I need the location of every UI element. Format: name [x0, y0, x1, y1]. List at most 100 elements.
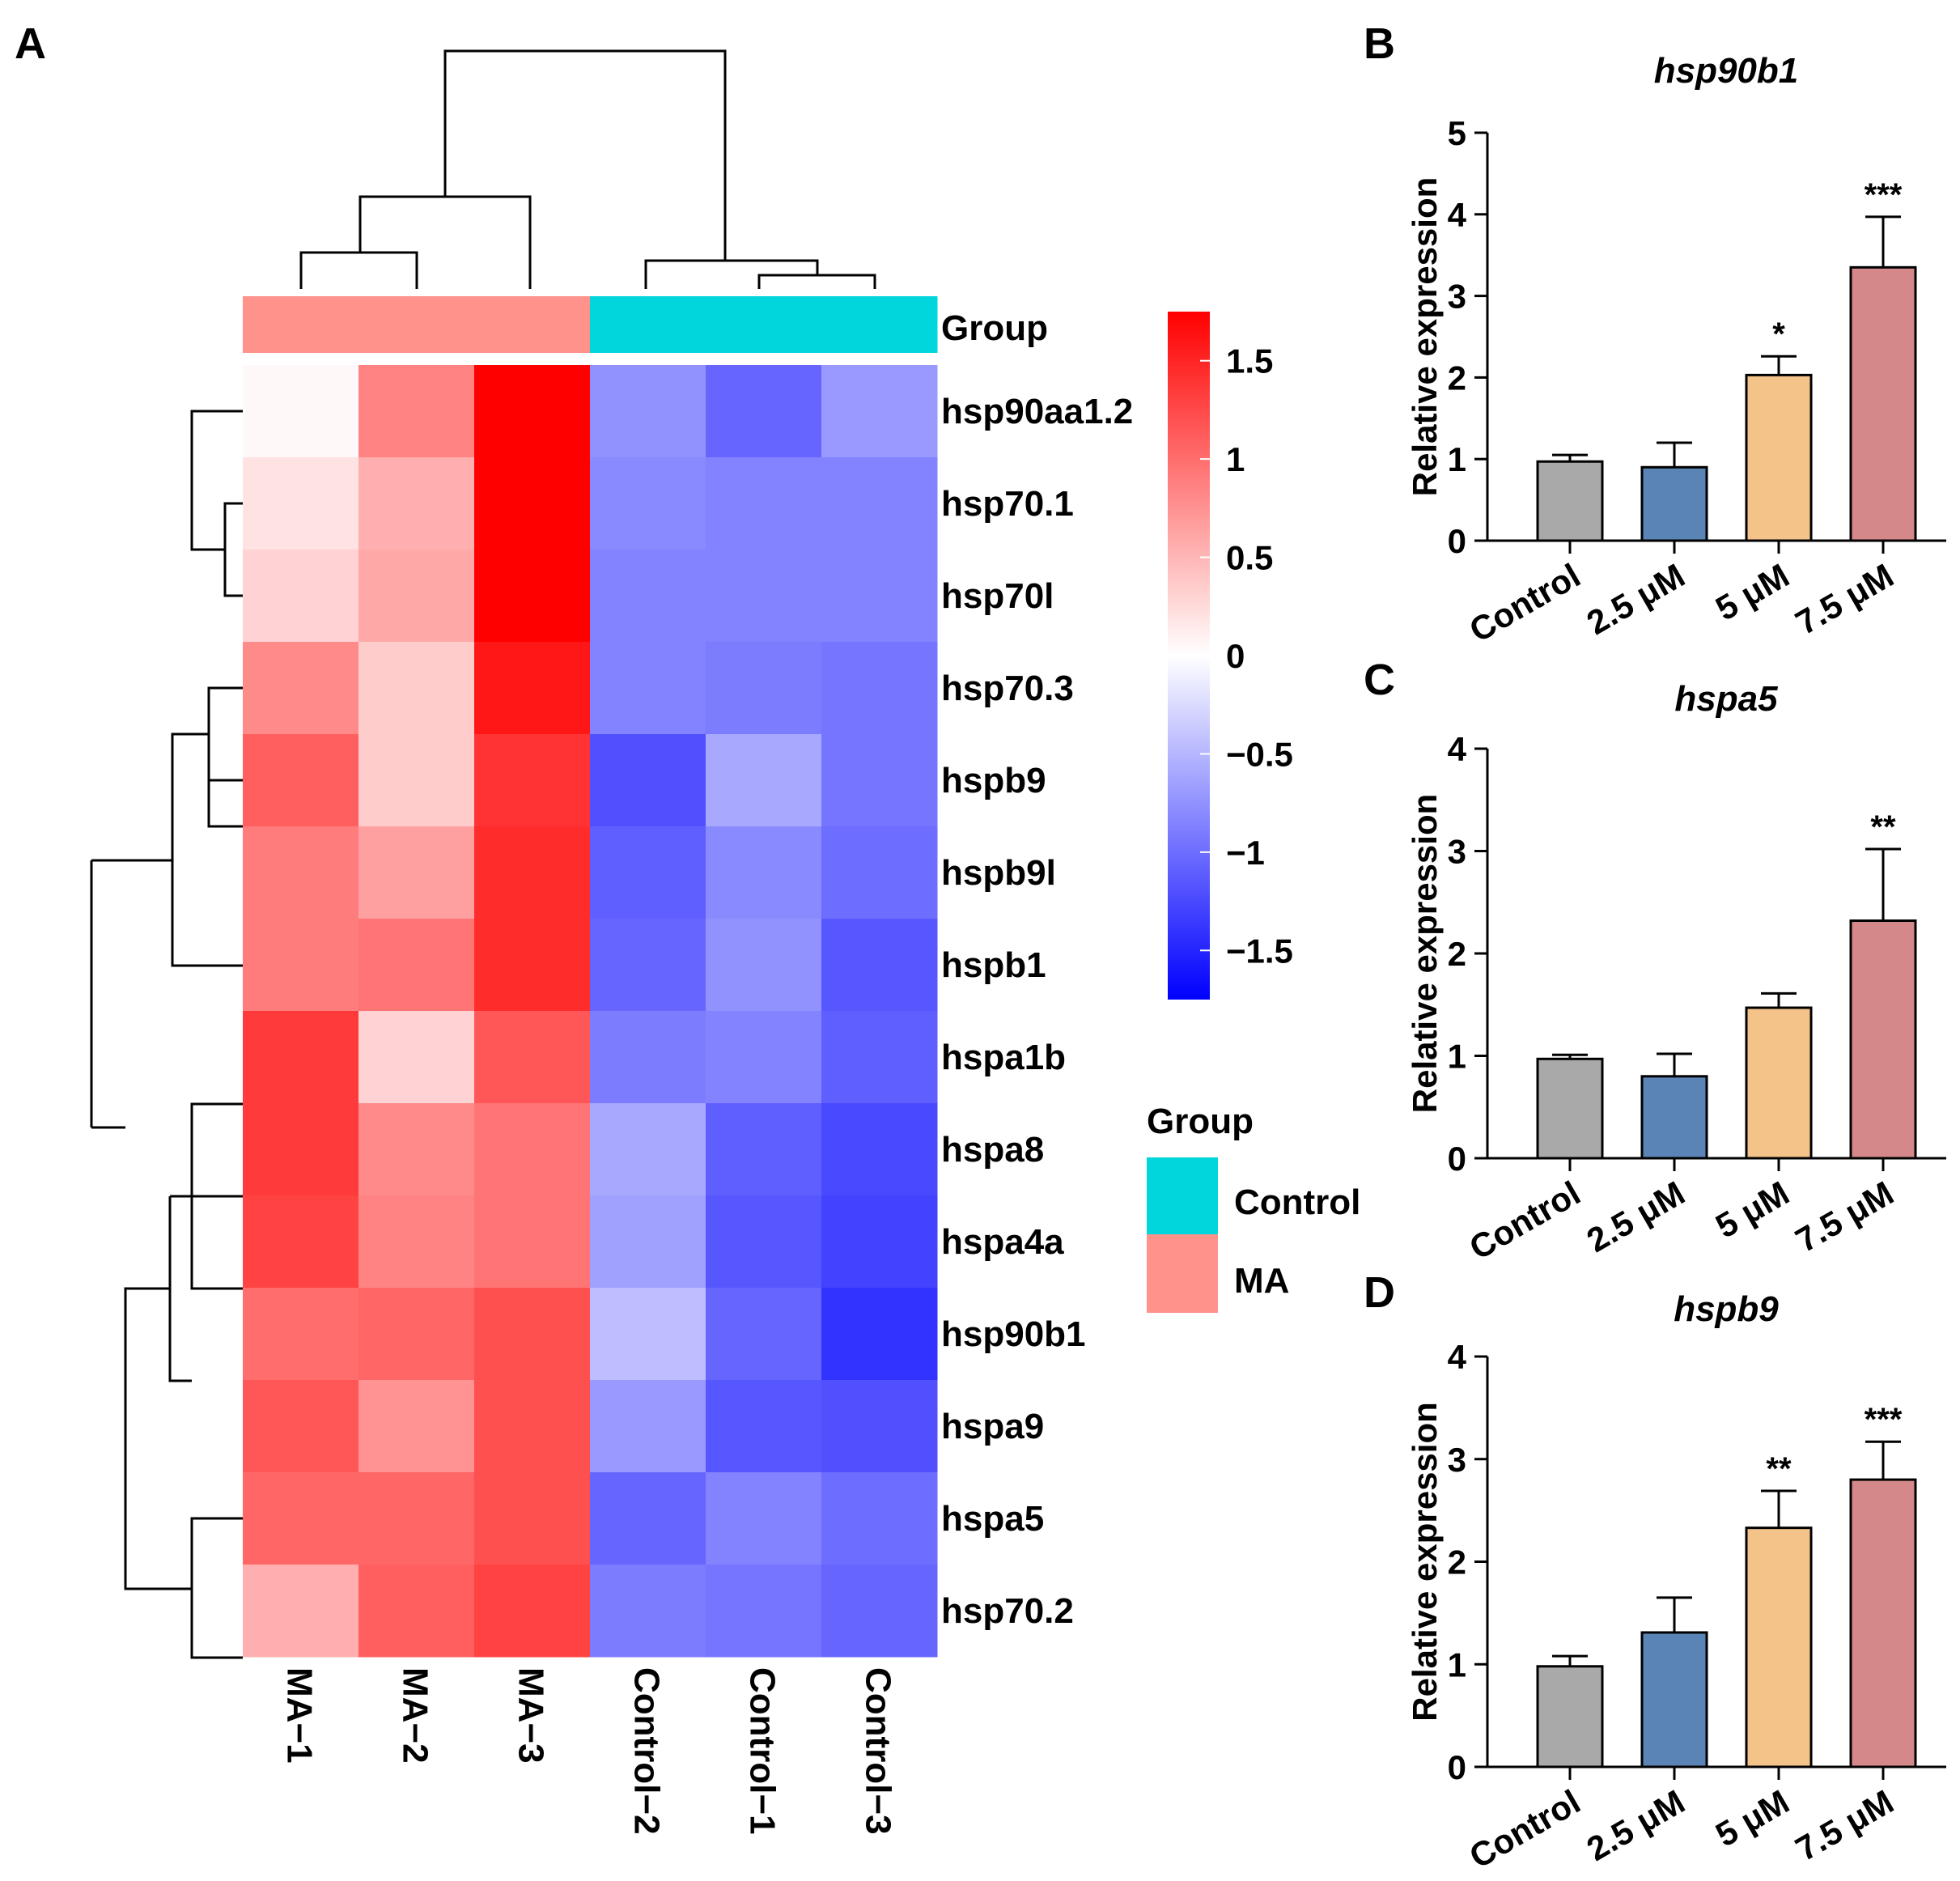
heatmap-column-label: MA−1	[280, 1667, 320, 1764]
y-axis-label: Relative expression	[1406, 177, 1444, 497]
heatmap-cell	[358, 365, 475, 458]
heatmap-cell	[821, 1288, 938, 1381]
y-tick-label: 3	[1448, 278, 1466, 316]
color-scale-tick-label: 0.5	[1226, 539, 1273, 577]
heatmap-cell	[706, 550, 822, 643]
heatmap-cell	[590, 1472, 706, 1565]
heatmap-cell	[243, 1195, 359, 1289]
heatmap-cell	[243, 1288, 359, 1381]
bar	[1640, 465, 1708, 542]
group-annotation-cell	[706, 296, 822, 353]
heatmap-cell	[474, 642, 591, 735]
x-tick-label: 5 μM	[1709, 1174, 1795, 1246]
heatmap-row-label: hsp70.2	[941, 1591, 1074, 1631]
heatmap-cell	[821, 919, 938, 1012]
heatmap-cell	[821, 1472, 938, 1565]
heatmap-cell	[358, 1565, 475, 1658]
legend-label-control: Control	[1234, 1183, 1360, 1222]
heatmap-cell	[821, 457, 938, 550]
legend-swatch-ma	[1147, 1234, 1218, 1313]
bar	[1745, 1006, 1813, 1160]
group-annotation-cell	[474, 296, 591, 353]
y-tick-label: 3	[1448, 833, 1466, 871]
heatmap-cell	[821, 1195, 938, 1289]
heatmap-cell	[821, 734, 938, 827]
legend-swatch-control	[1147, 1157, 1218, 1234]
heatmap-cell	[358, 1011, 475, 1104]
x-tick-label: 2.5 μM	[1580, 1782, 1691, 1868]
significance-label: **	[1870, 809, 1896, 845]
heatmap-row-label: hsp70l	[941, 576, 1054, 616]
y-tick-label: 3	[1448, 1441, 1466, 1479]
heatmap-cell	[358, 457, 475, 550]
y-tick-label: 2	[1448, 1543, 1466, 1582]
heatmap-cell	[358, 1195, 475, 1289]
heatmap-column-label: Control−2	[627, 1667, 667, 1835]
legend-label-ma: MA	[1234, 1261, 1289, 1301]
heatmap-row-label: hspb9	[941, 761, 1046, 800]
heatmap-row-label: hspa5	[941, 1499, 1044, 1539]
x-tick-label: 2.5 μM	[1580, 556, 1691, 642]
heatmap-cell	[243, 365, 359, 458]
heatmap-cell	[706, 919, 822, 1012]
bar	[1745, 1526, 1813, 1768]
group-annotation-cell	[358, 296, 475, 353]
heatmap-cell	[474, 1472, 591, 1565]
significance-label: *	[1772, 316, 1785, 352]
bar-chart-title: hspb9	[1674, 1289, 1779, 1329]
x-tick-label: 5 μM	[1709, 1782, 1795, 1854]
heatmap-cell	[821, 365, 938, 458]
panel-label-a: A	[15, 19, 46, 68]
heatmap-cell	[590, 826, 706, 919]
y-tick-label: 0	[1448, 1140, 1466, 1178]
heatmap-cell	[474, 1195, 591, 1289]
heatmap-cell	[474, 1288, 591, 1381]
heatmap-cell	[590, 1380, 706, 1473]
panel-label-d: D	[1364, 1268, 1395, 1317]
heatmap-cell	[358, 1472, 475, 1565]
heatmap-cell	[590, 1011, 706, 1104]
heatmap-cell	[590, 1195, 706, 1289]
heatmap-cell	[358, 1288, 475, 1381]
heatmap-cell	[474, 734, 591, 827]
bar	[1849, 265, 1917, 542]
bar	[1640, 1075, 1708, 1160]
heatmap-cell	[243, 642, 359, 735]
heatmap-column-labels: MA−1 MA−2 MA−3 Control−2 Control−1 Control−3	[280, 1667, 898, 1835]
heatmap-cell	[706, 826, 822, 919]
heatmap-cell	[590, 642, 706, 735]
heatmap-cell	[706, 365, 822, 458]
heatmap-row-label: hsp90aa1.2	[941, 392, 1133, 431]
heatmap-cell	[706, 1103, 822, 1196]
heatmap-row-label: hspb9l	[941, 853, 1056, 893]
heatmap-cell	[706, 1380, 822, 1473]
heatmap-cell	[706, 1195, 822, 1289]
color-scale-tick-label: 0	[1226, 637, 1245, 675]
heatmap-cell	[243, 734, 359, 827]
significance-label: ***	[1865, 1402, 1903, 1437]
y-tick-label: 2	[1448, 935, 1466, 973]
heatmap-cell	[243, 1565, 359, 1658]
y-tick-label: 2	[1448, 359, 1466, 397]
heatmap-cell	[474, 1103, 591, 1196]
heatmap-row-label: hspa9	[941, 1407, 1044, 1446]
x-tick-label: Control	[1463, 1174, 1587, 1267]
heatmap-cell	[590, 1565, 706, 1658]
heatmap-cell	[590, 457, 706, 550]
group-annotation-label: Group	[941, 308, 1048, 348]
heatmap-cell	[821, 550, 938, 643]
panel-label-b: B	[1364, 19, 1395, 68]
heatmap-cell	[590, 1288, 706, 1381]
heatmap-row-label: hspa4a	[941, 1222, 1064, 1262]
y-tick-label: 4	[1448, 1338, 1467, 1376]
heatmap-cell	[358, 734, 475, 827]
heatmap-cell	[358, 919, 475, 1012]
x-tick-label: Control	[1463, 556, 1587, 649]
heatmap-cells	[243, 365, 938, 1658]
heatmap-cell	[821, 826, 938, 919]
heatmap-cell	[243, 457, 359, 550]
x-tick-label: 7.5 μM	[1789, 1174, 1900, 1259]
